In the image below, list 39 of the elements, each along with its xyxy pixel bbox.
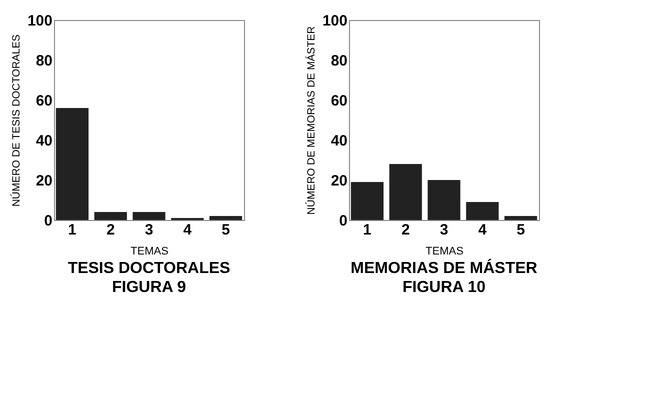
x-tick-label: 2 [106, 222, 115, 238]
text: MEMORIAS DE MÁSTER [350, 258, 538, 277]
x-tick-label: 3 [440, 222, 448, 238]
x-tick-label: 1 [68, 222, 76, 238]
y-tick-label: 80 [36, 52, 52, 70]
bar [428, 180, 460, 220]
text: TESIS DOCTORALES [68, 260, 231, 277]
bar [209, 216, 242, 220]
y-tick-label: 80 [330, 52, 348, 70]
bar [466, 202, 499, 220]
x-tick-label: 4 [478, 222, 488, 238]
y-axis-title: NÚMERO DE MEMORIAS DE MÁSTER [304, 26, 318, 215]
y-tick-label: 20 [36, 172, 52, 190]
x-axis-title: TEMAS [426, 246, 464, 258]
bar [56, 108, 89, 220]
bar [94, 212, 127, 220]
bar [389, 164, 422, 220]
y-tick-label: 40 [330, 132, 348, 150]
x-tick-label: 4 [183, 222, 192, 238]
y-axis-title: NÚMERO DE TESIS DOCTORALES [9, 34, 22, 207]
x-tick-label: 1 [363, 222, 372, 238]
x-tick-label: 5 [516, 222, 525, 238]
x-tick-label: 3 [144, 222, 154, 238]
y-tick-label: 60 [36, 92, 52, 110]
y-tick-label: 60 [330, 92, 348, 110]
x-axis-title: TEMAS [130, 246, 168, 258]
y-tick-label: 20 [330, 172, 348, 190]
y-tick-label: 0 [339, 212, 348, 230]
text: FIGURA 9 [112, 279, 186, 296]
bar [350, 182, 384, 220]
y-tick-label: 100 [322, 12, 348, 30]
y-tick-label: 0 [44, 212, 52, 230]
text: FIGURA 10 [402, 279, 486, 296]
bar [132, 212, 166, 220]
x-tick-label: 5 [222, 222, 230, 238]
bar [504, 216, 538, 220]
y-tick-label: 100 [27, 12, 52, 30]
x-tick-label: 2 [401, 222, 410, 238]
y-tick-label: 40 [36, 132, 52, 150]
